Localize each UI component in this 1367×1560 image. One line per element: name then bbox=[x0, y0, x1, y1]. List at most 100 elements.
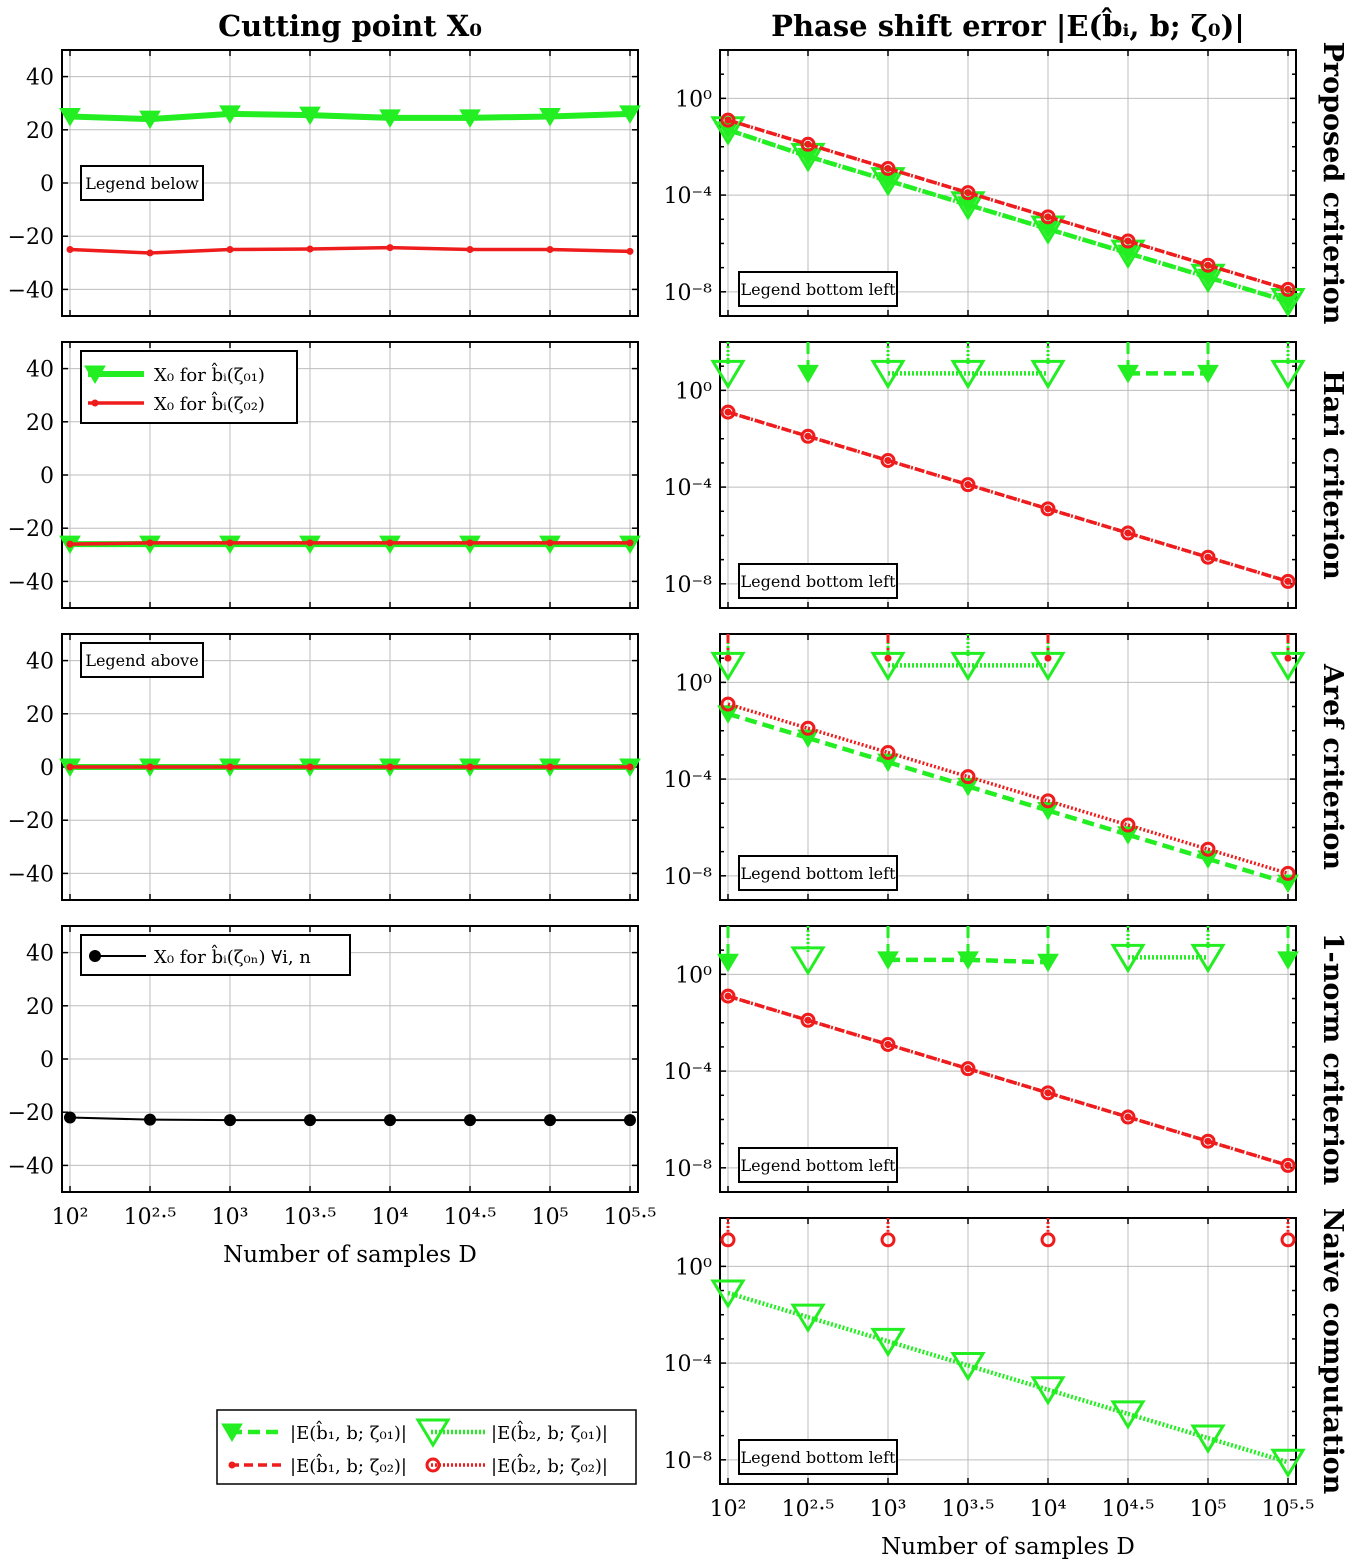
series-segment bbox=[727, 410, 809, 438]
data-point bbox=[1030, 1376, 1066, 1406]
y-tick-label: 0 bbox=[40, 172, 54, 197]
data-point bbox=[797, 364, 819, 384]
data-point bbox=[89, 950, 101, 962]
data-point bbox=[66, 246, 74, 253]
data-point bbox=[1280, 865, 1296, 881]
legend-note-box bbox=[80, 642, 204, 678]
plot-frame bbox=[719, 341, 1297, 609]
data-point bbox=[1284, 654, 1292, 662]
y-tick-label: 40 bbox=[26, 650, 54, 675]
data-point bbox=[950, 651, 986, 682]
legend-entry: |E(b̂₂, b; ζ₀₂)| bbox=[491, 1452, 608, 1477]
y-tick-label: 20 bbox=[26, 995, 54, 1020]
legend-entry: X₀ for b̂ᵢ(ζ₀ₙ) ∀i, n bbox=[154, 943, 311, 968]
panels: 40 20 0 −20 −40 Legend below 40 20 0 −20 −40 X₀ for… bbox=[8, 49, 1314, 1522]
data-point bbox=[1190, 943, 1226, 974]
series-segment bbox=[1207, 1139, 1289, 1168]
plot-frame bbox=[719, 49, 1297, 317]
series-segment bbox=[967, 190, 1049, 219]
data-point bbox=[1040, 209, 1056, 225]
col-title-error: Phase shift error |E(b̂ᵢ, b; ζ₀)| bbox=[771, 7, 1245, 43]
panel-cutting-hari: 40 20 0 −20 −40 X₀ for b̂ᵢ(ζ₀₁) X₀ for b̂ᵢ(ζ₀₂… bbox=[8, 341, 641, 609]
y-tick-label: 10⁻⁴ bbox=[664, 768, 713, 793]
data-point bbox=[950, 359, 986, 390]
series-segment bbox=[807, 434, 889, 463]
legend-note: Legend bottom left bbox=[741, 1448, 897, 1467]
data-point bbox=[466, 246, 474, 253]
series-segment bbox=[1207, 847, 1289, 876]
series-segment bbox=[1207, 275, 1289, 304]
data-point bbox=[1200, 549, 1216, 565]
y-tick-label: 10⁰ bbox=[675, 1255, 712, 1280]
plot-frame bbox=[719, 1217, 1297, 1485]
series-segment bbox=[727, 127, 809, 159]
legend-entry: |E(b̂₁, b; ζ₀₁)| bbox=[290, 1419, 407, 1444]
data-point bbox=[877, 951, 899, 970]
y-tick-label: 10⁰ bbox=[675, 963, 712, 988]
legend-box bbox=[216, 1409, 637, 1485]
x-tick-label: 10⁴ bbox=[372, 1205, 409, 1230]
data-point bbox=[619, 105, 641, 124]
y-tick-label: 40 bbox=[26, 942, 54, 967]
data-point bbox=[306, 539, 314, 547]
series-segment bbox=[1207, 555, 1289, 584]
row-title: Proposed criterion bbox=[1317, 42, 1348, 325]
y-tick-label: −20 bbox=[8, 1101, 54, 1126]
y-tick-label: 40 bbox=[26, 358, 54, 383]
data-point bbox=[800, 1012, 816, 1028]
legend-note-box bbox=[80, 165, 204, 201]
series-segment bbox=[807, 1314, 889, 1344]
data-point bbox=[720, 112, 736, 128]
data-point bbox=[1280, 281, 1296, 297]
x-tick-label: 10²·⁵ bbox=[782, 1497, 835, 1522]
data-point bbox=[66, 763, 74, 771]
data-point bbox=[304, 1114, 316, 1127]
data-point bbox=[1280, 573, 1296, 589]
data-point bbox=[1030, 651, 1066, 682]
data-point bbox=[224, 1114, 236, 1127]
row-title: Naive computation bbox=[1317, 1208, 1348, 1495]
series-line bbox=[69, 541, 630, 546]
legend-note: Legend bottom left bbox=[741, 864, 897, 883]
data-point bbox=[544, 1114, 556, 1127]
data-point bbox=[146, 539, 154, 547]
data-point bbox=[626, 763, 634, 771]
col-title-cutting: Cutting point X₀ bbox=[218, 9, 482, 43]
data-point bbox=[880, 160, 896, 176]
data-point bbox=[1040, 1085, 1056, 1101]
series-segment bbox=[1047, 226, 1129, 256]
series-segment bbox=[1047, 1387, 1129, 1417]
plot-frame bbox=[719, 925, 1297, 1193]
data-point bbox=[64, 1111, 76, 1124]
legend-box bbox=[80, 350, 298, 424]
plot-frame bbox=[61, 633, 639, 901]
data-point bbox=[880, 1232, 896, 1248]
data-point bbox=[1030, 359, 1066, 390]
x-tick-label: 10⁴·⁵ bbox=[1102, 1497, 1155, 1522]
data-point bbox=[415, 1418, 451, 1448]
legend-entry: X₀ for b̂ᵢ(ζ₀₁) bbox=[154, 361, 265, 386]
data-point bbox=[226, 246, 234, 253]
y-tick-label: −40 bbox=[8, 278, 54, 303]
data-point bbox=[1037, 953, 1059, 973]
row-title: 1-norm criterion bbox=[1317, 933, 1348, 1186]
data-point bbox=[1040, 1232, 1056, 1248]
data-point bbox=[425, 1457, 441, 1473]
data-point bbox=[870, 359, 906, 390]
data-point bbox=[710, 651, 746, 682]
data-point bbox=[1277, 951, 1299, 970]
legend-note-box bbox=[738, 563, 898, 599]
series-segment bbox=[967, 1363, 1049, 1392]
x-tick-label: 10³ bbox=[212, 1205, 249, 1230]
data-point bbox=[386, 244, 394, 252]
data-point bbox=[1044, 654, 1052, 662]
series-segment bbox=[967, 784, 1049, 813]
data-point bbox=[880, 1036, 896, 1052]
series-segment bbox=[887, 458, 969, 487]
data-point bbox=[1040, 501, 1056, 517]
data-point bbox=[720, 404, 736, 420]
series-segment bbox=[1207, 856, 1289, 886]
x-tick-label: 10⁴·⁵ bbox=[444, 1205, 497, 1230]
row-title: Hari criterion bbox=[1317, 370, 1348, 580]
series-segment bbox=[727, 118, 809, 146]
